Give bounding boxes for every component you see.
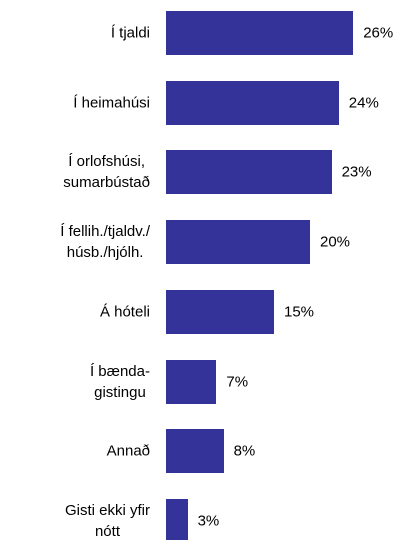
bar bbox=[166, 220, 310, 265]
value-label: 7% bbox=[226, 373, 249, 390]
value-label: 23% bbox=[341, 163, 372, 181]
category-label: Annað bbox=[106, 442, 150, 460]
category-label: Á hóteli bbox=[99, 303, 150, 321]
bar bbox=[166, 498, 188, 540]
category-label: Í fellih./tjaldv./ húsb./hjólh. bbox=[60, 223, 150, 262]
category-label: Í tjaldi bbox=[110, 24, 150, 42]
value-label: 15% bbox=[284, 303, 315, 321]
category-label: Í bænda- gistingu bbox=[89, 362, 150, 401]
category-label: Í orlofshúsi, sumarbústað bbox=[63, 153, 150, 192]
bar bbox=[166, 289, 274, 334]
value-label: 3% bbox=[197, 512, 220, 530]
bar bbox=[166, 429, 224, 474]
bar bbox=[166, 359, 217, 404]
bar bbox=[166, 11, 354, 55]
value-label: 8% bbox=[233, 442, 256, 460]
bar bbox=[166, 150, 332, 195]
category-label: Gisti ekki yfir nótt bbox=[64, 501, 150, 540]
value-label: 20% bbox=[320, 233, 351, 251]
category-label: Í heimahúsi bbox=[73, 94, 150, 112]
bar bbox=[166, 80, 339, 125]
value-label: 24% bbox=[348, 94, 379, 112]
value-label: 26% bbox=[363, 24, 394, 42]
